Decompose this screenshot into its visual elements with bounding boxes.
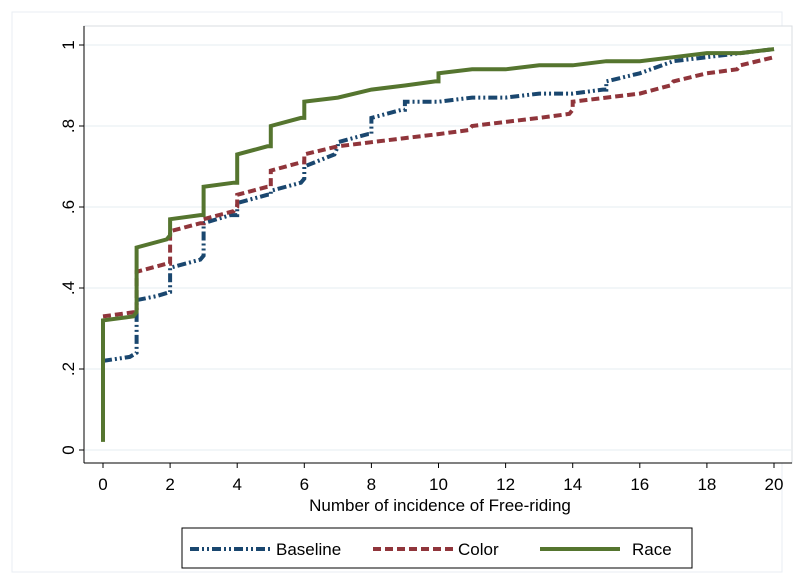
- plot-area: [83, 25, 793, 464]
- legend-label-color: Color: [458, 540, 499, 559]
- x-tick-label: 6: [300, 475, 309, 494]
- series-line-baseline: [102, 47, 775, 363]
- x-tick-label: 4: [232, 475, 241, 494]
- y-tick-label: .2: [59, 362, 78, 376]
- x-tick-label: 18: [697, 475, 716, 494]
- axes: 0.2.4.6.810 2 4 6 8 10 12 14 16 18 20: [59, 26, 792, 494]
- grid-lines: [85, 44, 791, 451]
- x-tick-label: 20: [765, 475, 784, 494]
- x-tick-label: 12: [496, 475, 515, 494]
- x-axis-title: Number of incidence of Free-riding: [309, 496, 571, 515]
- legend-label-race: Race: [632, 540, 672, 559]
- legend-label-baseline: Baseline: [276, 540, 341, 559]
- x-tick-label: 16: [630, 475, 649, 494]
- x-tick-label: 14: [563, 475, 582, 494]
- y-tick-label: .6: [59, 200, 78, 214]
- y-tick-label: 0: [59, 445, 78, 454]
- series-line-color: [102, 55, 775, 319]
- x-tick-label: 0: [98, 475, 107, 494]
- y-tick-label: .4: [59, 281, 78, 295]
- legend: Baseline Color Race: [190, 540, 672, 559]
- x-tick-label: 8: [367, 475, 376, 494]
- series-line-race: [101, 47, 775, 442]
- x-tick-label: 10: [429, 475, 448, 494]
- series-lines: [101, 47, 775, 442]
- y-tick-label: .8: [59, 119, 78, 133]
- y-tick-label: 1: [59, 40, 78, 49]
- x-tick-label: 2: [165, 475, 174, 494]
